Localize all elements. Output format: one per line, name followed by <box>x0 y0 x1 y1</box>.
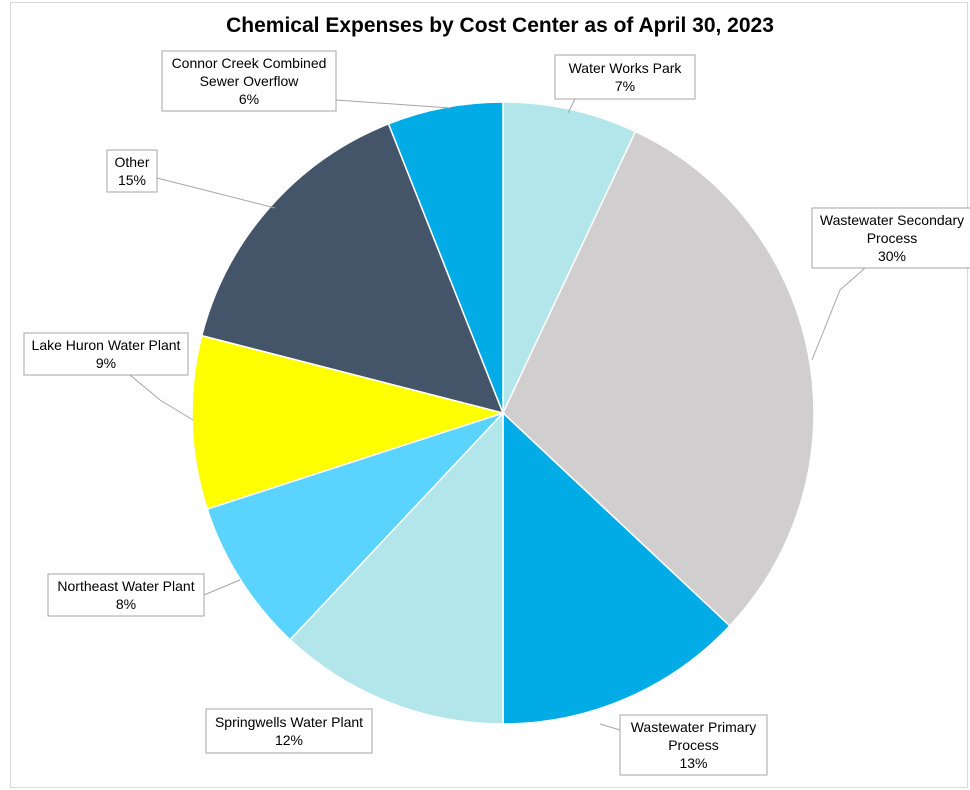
slice-percent-1: 30% <box>878 248 906 264</box>
slice-name-7-line-0: Connor Creek Combined <box>172 55 327 71</box>
slice-labels: Water Works Park 7% Wastewater Secondary Pr… <box>23 50 970 776</box>
leader-lines <box>129 98 866 731</box>
slice-name-6-line-0: Other <box>114 154 149 170</box>
chart-title: Chemical Expenses by Cost Center as of A… <box>226 14 774 37</box>
label-box-1 <box>811 207 970 269</box>
slice-name-5-line-0: Lake Huron Water Plant <box>32 337 181 353</box>
slice-name-3-line-0: Springwells Water Plant <box>215 714 363 730</box>
leader-line-4 <box>203 579 241 596</box>
leader-line-6 <box>156 177 276 209</box>
slice-label-2: Wastewater Primary Process 13% <box>619 714 768 776</box>
slice-label-1: Wastewater Secondary Process 30% <box>811 207 970 269</box>
pie-slice-5 <box>191 334 506 511</box>
slice-label-4: Northeast Water Plant 8% <box>47 573 205 617</box>
label-box-6 <box>106 149 158 193</box>
leader-line-0 <box>567 98 576 114</box>
slice-label-5: Lake Huron Water Plant 9% <box>23 332 189 376</box>
slice-label-6: Other 15% <box>106 149 158 193</box>
slice-name-0-line-0: Water Works Park <box>569 60 683 76</box>
label-box-0 <box>554 54 696 100</box>
slice-label-3: Springwells Water Plant 12% <box>205 708 373 754</box>
slice-name-1-line-1: Process <box>867 230 918 246</box>
label-box-3 <box>205 708 373 754</box>
leader-line-2 <box>599 723 621 731</box>
chart-frame <box>10 2 968 788</box>
slice-label-7: Connor Creek Combined Sewer Overflow 6% <box>161 50 337 112</box>
pie-slices <box>191 101 815 725</box>
slice-name-1-line-0: Wastewater Secondary <box>820 212 964 228</box>
label-box-5 <box>23 332 189 376</box>
slice-name-4-line-0: Northeast Water Plant <box>57 578 194 594</box>
leader-line-1 <box>811 267 866 361</box>
pie-slice-2 <box>502 411 731 725</box>
leader-line-5 <box>129 374 194 421</box>
slice-percent-0: 7% <box>615 78 635 94</box>
slice-percent-6: 15% <box>118 172 146 188</box>
pie-slice-4 <box>206 412 504 641</box>
slice-percent-5: 9% <box>96 355 116 371</box>
slice-label-0: Water Works Park 7% <box>554 54 696 100</box>
pie-slice-3 <box>289 411 504 725</box>
slice-percent-3: 12% <box>275 732 303 748</box>
slice-percent-4: 8% <box>116 596 136 612</box>
slice-name-2-line-0: Wastewater Primary <box>631 719 757 735</box>
pie-slice-1 <box>502 130 815 627</box>
slice-name-2-line-1: Process <box>668 737 719 753</box>
label-box-7 <box>161 50 337 112</box>
slice-percent-7: 6% <box>239 91 259 107</box>
label-box-4 <box>47 573 205 617</box>
slice-name-7-line-1: Sewer Overflow <box>200 73 300 89</box>
slice-percent-2: 13% <box>679 755 707 771</box>
pie-slice-6 <box>200 122 505 415</box>
pie-slice-0 <box>502 101 637 414</box>
leader-line-7 <box>335 99 451 109</box>
label-box-2 <box>619 714 768 776</box>
